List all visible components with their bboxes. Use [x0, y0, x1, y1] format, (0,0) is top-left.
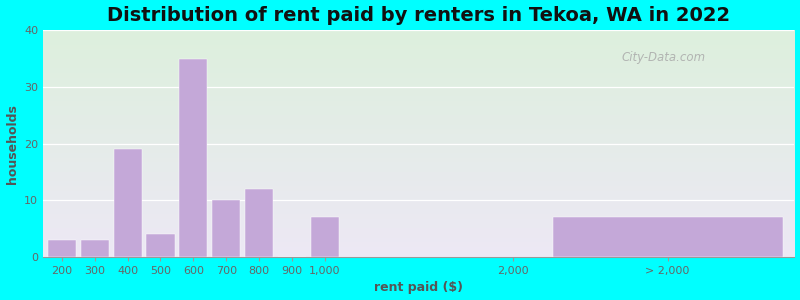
Bar: [48, 240, 76, 257]
Bar: [81, 240, 109, 257]
Bar: [212, 200, 240, 257]
Bar: [146, 234, 174, 257]
Bar: [179, 58, 207, 257]
Title: Distribution of rent paid by renters in Tekoa, WA in 2022: Distribution of rent paid by renters in …: [107, 6, 730, 25]
Bar: [310, 217, 339, 257]
Bar: [245, 189, 273, 257]
Y-axis label: households: households: [6, 103, 18, 184]
Bar: [553, 217, 782, 257]
Text: City-Data.com: City-Data.com: [622, 51, 706, 64]
Bar: [114, 149, 142, 257]
X-axis label: rent paid ($): rent paid ($): [374, 281, 463, 294]
